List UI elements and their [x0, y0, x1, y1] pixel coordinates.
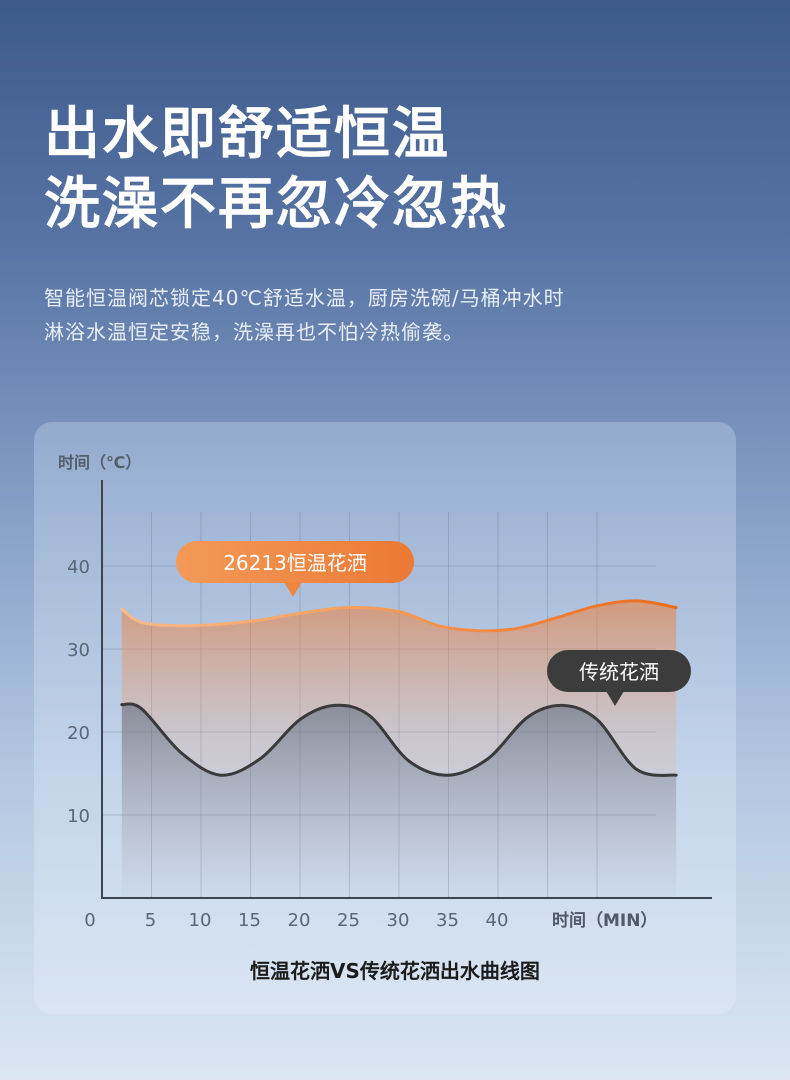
headline-line-1: 出水即舒适恒温 — [44, 102, 450, 167]
y-tick-labels: 10 20 30 40 — [67, 557, 90, 827]
series-line-traditional — [120, 702, 678, 777]
legend-label-traditional: 传统花洒 — [579, 660, 659, 684]
x-tick-label: 5 — [145, 910, 156, 931]
y-tick-label: 20 — [67, 723, 90, 744]
legend-bubble-constant: 26213恒温花洒 — [176, 541, 414, 597]
series-line-constant — [120, 599, 678, 633]
headline: 出水即舒适恒温 洗澡不再忽冷忽热 — [44, 100, 508, 240]
series-area-traditional — [121, 703, 677, 897]
x-tick-label: 15 — [238, 910, 261, 931]
x-tick-labels: 0 5 10 15 20 25 30 35 40 — [84, 910, 508, 931]
legend-label-constant: 26213恒温花洒 — [223, 551, 367, 575]
x-tick-label: 10 — [189, 910, 212, 931]
y-tick-label: 30 — [67, 640, 90, 661]
description-line-2: 淋浴水温恒定安稳，洗澡再也不怕冷热偷袭。 — [44, 320, 464, 344]
x-tick-label: 20 — [288, 910, 311, 931]
headline-line-2: 洗澡不再忽冷忽热 — [44, 172, 508, 237]
description-line-1: 智能恒温阀芯锁定40℃舒适水温，厨房洗碗/马桶冲水时 — [44, 286, 565, 310]
x-tick-label: 40 — [486, 910, 509, 931]
x-tick-label: 25 — [337, 910, 360, 931]
series-lines — [120, 599, 678, 777]
y-tick-label: 40 — [67, 557, 90, 578]
x-tick-label: 35 — [436, 910, 459, 931]
y-axis-label: 时间（℃） — [58, 453, 141, 472]
description: 智能恒温阀芯锁定40℃舒适水温，厨房洗碗/马桶冲水时 淋浴水温恒定安稳，洗澡再也… — [44, 281, 764, 349]
chart-caption: 恒温花洒VS传统花洒出水曲线图 — [250, 959, 540, 983]
y-tick-label: 10 — [67, 806, 90, 827]
legend-bubble-traditional: 传统花洒 — [547, 650, 691, 706]
x-tick-label: 0 — [84, 910, 95, 931]
x-axis-label: 时间（MIN） — [552, 910, 657, 931]
x-tick-label: 30 — [387, 910, 410, 931]
